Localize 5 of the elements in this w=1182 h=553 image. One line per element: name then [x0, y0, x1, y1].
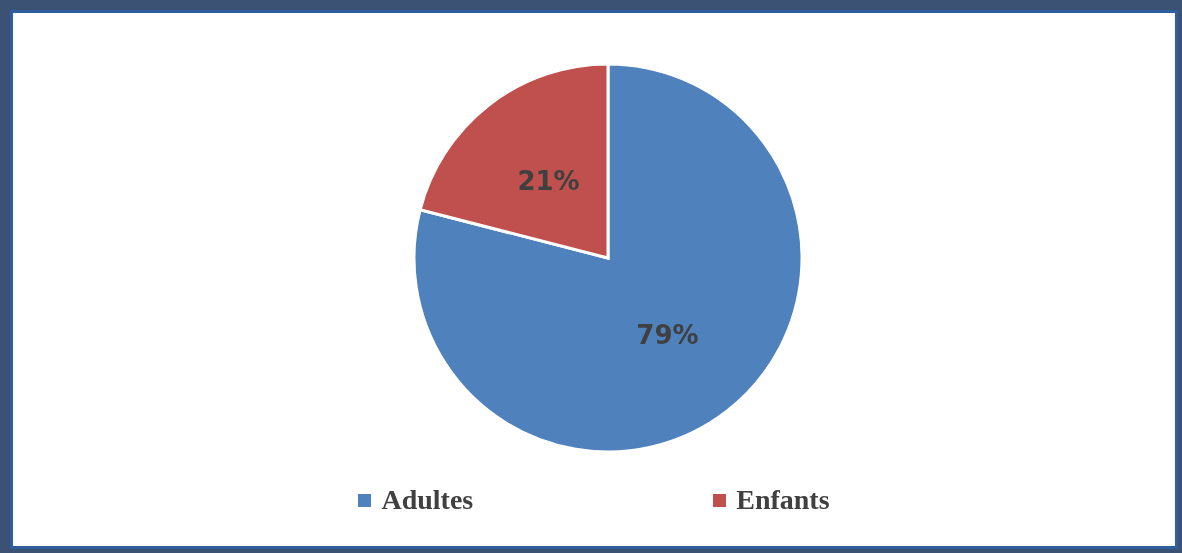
data-label: 79% — [636, 319, 699, 350]
pie-slice — [412, 62, 804, 454]
legend-label: Adultes — [381, 484, 474, 516]
data-label: 21% — [517, 166, 580, 197]
legend-label: Enfants — [736, 484, 830, 516]
